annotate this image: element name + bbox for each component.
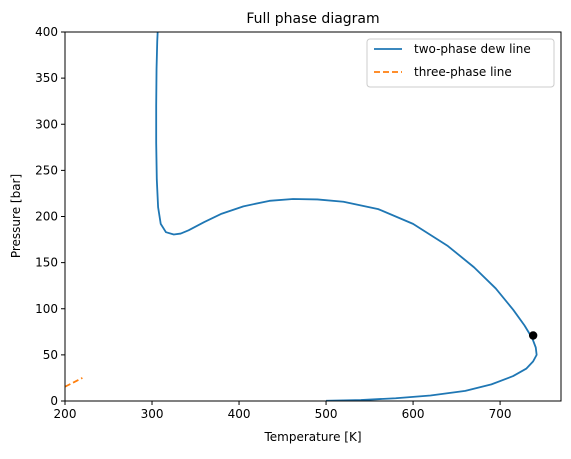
- y-tick-label: 300: [35, 117, 58, 131]
- series-line-two-phase-dew-line: [155, 32, 538, 401]
- x-tick-label: 700: [489, 407, 512, 421]
- series-line-three-phase-line: [65, 377, 83, 388]
- y-tick-label: 400: [35, 25, 58, 39]
- chart-title: Full phase diagram: [246, 11, 379, 27]
- y-tick-label: 50: [43, 348, 58, 362]
- y-tick-label: 350: [35, 71, 58, 85]
- y-tick-label: 250: [35, 163, 58, 177]
- x-tick-label: 600: [402, 407, 425, 421]
- x-axis-ticks: 200 300 400 500 600 700: [54, 401, 512, 421]
- series-layer: [65, 32, 538, 401]
- x-tick-label: 200: [54, 407, 77, 421]
- y-tick-label: 0: [50, 394, 58, 408]
- x-tick-label: 400: [228, 407, 251, 421]
- marker-layer: [528, 331, 538, 340]
- legend-box: [366, 38, 555, 88]
- y-axis-ticks: 0 50 100 150 200 250 300 350 400: [35, 25, 65, 408]
- x-axis-label: Temperature [K]: [263, 430, 361, 444]
- x-tick-label: 300: [141, 407, 164, 421]
- y-tick-label: 150: [35, 256, 58, 270]
- y-tick-label: 200: [35, 210, 58, 224]
- y-tick-label: 100: [35, 302, 58, 316]
- x-tick-label: 500: [315, 407, 338, 421]
- legend-label-three-phase-line: three-phase line: [414, 65, 512, 79]
- legend: two-phase dew line three-phase line: [366, 38, 555, 88]
- legend-label-two-phase-dew-line: two-phase dew line: [414, 42, 531, 56]
- critical-point-marker: [528, 331, 538, 340]
- y-axis-label: Pressure [bar]: [9, 174, 23, 258]
